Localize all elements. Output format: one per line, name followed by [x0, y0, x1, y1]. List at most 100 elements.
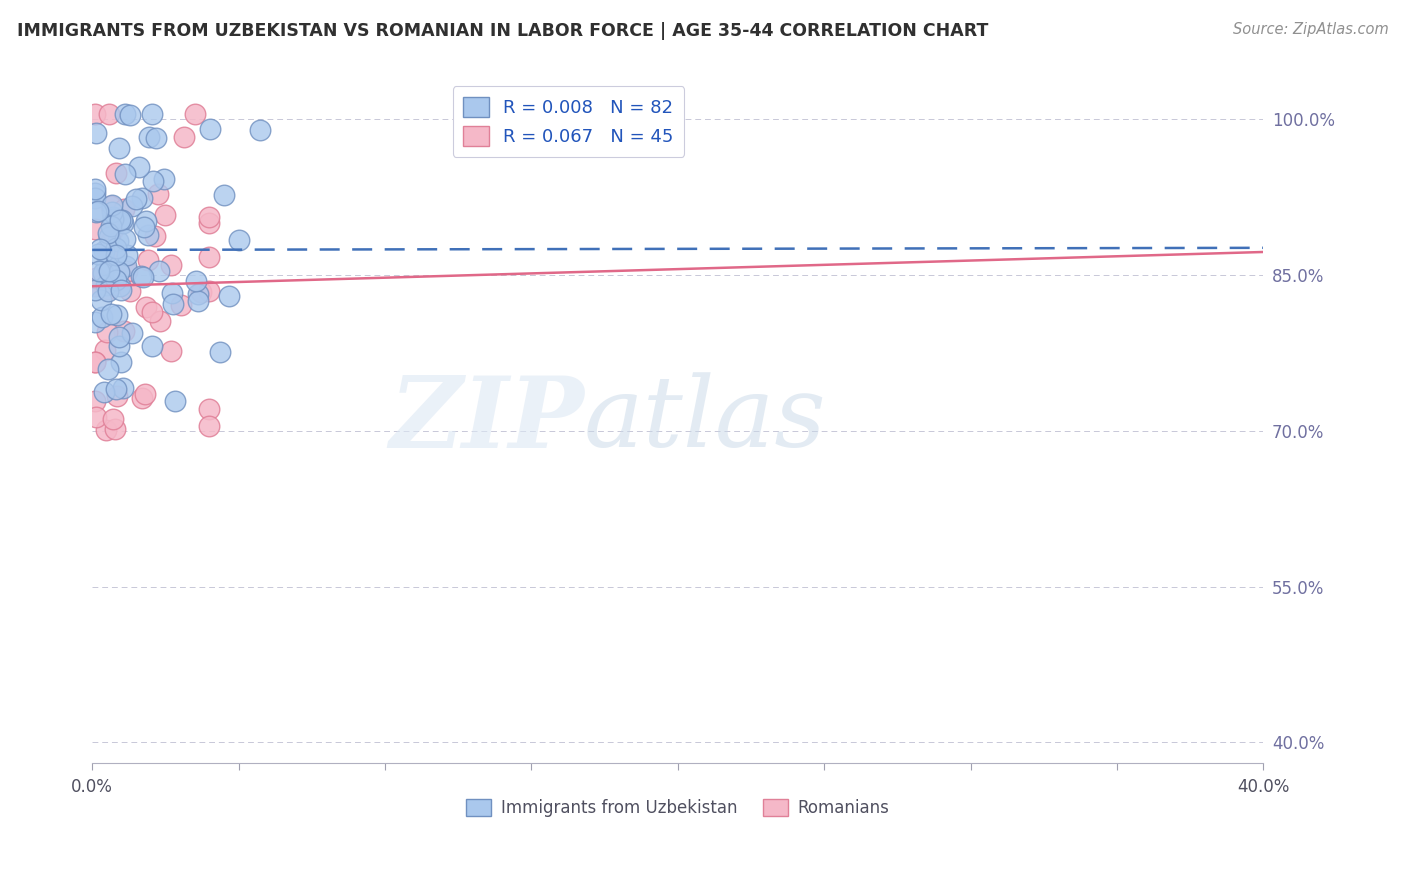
Point: [107, 234, 129, 248]
Point: [98, 107, 121, 121]
Point: [84, 279, 107, 293]
Point: [186, 275, 208, 289]
Point: [160, 285, 183, 300]
Point: [148, 264, 170, 278]
Point: [97, 362, 120, 376]
Point: [141, 304, 163, 318]
Point: [86, 204, 108, 219]
Point: [93, 385, 115, 400]
Point: [96, 423, 118, 437]
Point: [135, 301, 157, 315]
Point: [98, 264, 121, 278]
Point: [198, 419, 221, 434]
Point: [169, 298, 191, 312]
Point: [104, 248, 127, 262]
Point: [100, 307, 122, 321]
Point: [84, 191, 107, 205]
Point: [87, 264, 110, 278]
Point: [108, 338, 131, 352]
Point: [101, 204, 124, 219]
Text: Source: ZipAtlas.com: Source: ZipAtlas.com: [1233, 22, 1389, 37]
Point: [110, 283, 132, 297]
Point: [118, 284, 141, 298]
Point: [115, 264, 138, 278]
Point: [111, 213, 134, 227]
Point: [121, 326, 143, 341]
Point: [84, 354, 107, 368]
Point: [141, 339, 163, 353]
Point: [212, 187, 235, 202]
Point: [198, 210, 221, 224]
Point: [105, 309, 128, 323]
Point: [90, 293, 112, 308]
Point: [163, 393, 186, 408]
Point: [111, 381, 134, 395]
Point: [101, 212, 124, 227]
Point: [108, 330, 131, 344]
Point: [149, 314, 172, 328]
Point: [104, 421, 127, 435]
Point: [183, 107, 205, 121]
Point: [96, 245, 118, 260]
Point: [131, 270, 153, 285]
Point: [143, 228, 166, 243]
Point: [134, 386, 156, 401]
Point: [114, 167, 136, 181]
Point: [249, 123, 271, 137]
Point: [84, 107, 107, 121]
Point: [198, 401, 221, 416]
Point: [115, 248, 138, 262]
Point: [198, 251, 221, 265]
Point: [110, 213, 132, 227]
Point: [84, 271, 107, 285]
Point: [84, 284, 107, 298]
Point: [84, 126, 107, 140]
Point: [187, 287, 209, 301]
Text: atlas: atlas: [583, 373, 827, 468]
Point: [104, 166, 127, 180]
Point: [84, 222, 107, 236]
Point: [114, 202, 136, 217]
Text: IMMIGRANTS FROM UZBEKISTAN VS ROMANIAN IN LABOR FORCE | AGE 35-44 CORRELATION CH: IMMIGRANTS FROM UZBEKISTAN VS ROMANIAN I…: [17, 22, 988, 40]
Point: [186, 293, 208, 308]
Point: [162, 297, 184, 311]
Point: [84, 315, 107, 329]
Point: [84, 394, 107, 409]
Point: [100, 219, 122, 234]
Point: [84, 186, 107, 200]
Point: [97, 284, 120, 298]
Point: [142, 174, 165, 188]
Point: [173, 130, 195, 145]
Point: [86, 410, 108, 425]
Point: [160, 343, 183, 358]
Point: [89, 242, 111, 256]
Point: [114, 107, 136, 121]
Point: [94, 343, 117, 357]
Point: [105, 389, 128, 403]
Point: [94, 258, 117, 272]
Point: [198, 216, 221, 230]
Point: [84, 182, 107, 196]
Point: [96, 278, 118, 293]
Point: [96, 258, 118, 272]
Point: [141, 107, 163, 121]
Point: [138, 129, 160, 144]
Point: [128, 160, 150, 174]
Point: [160, 258, 183, 272]
Point: [104, 241, 127, 255]
Point: [91, 310, 114, 324]
Point: [198, 284, 221, 298]
Point: [135, 213, 157, 227]
Point: [108, 279, 131, 293]
Point: [110, 355, 132, 369]
Point: [105, 273, 128, 287]
Point: [101, 412, 124, 426]
Point: [87, 247, 110, 261]
Point: [91, 266, 114, 280]
Point: [101, 198, 124, 212]
Point: [146, 186, 169, 201]
Point: [131, 391, 153, 405]
Point: [198, 121, 221, 136]
Point: [115, 259, 138, 273]
Point: [101, 224, 124, 238]
